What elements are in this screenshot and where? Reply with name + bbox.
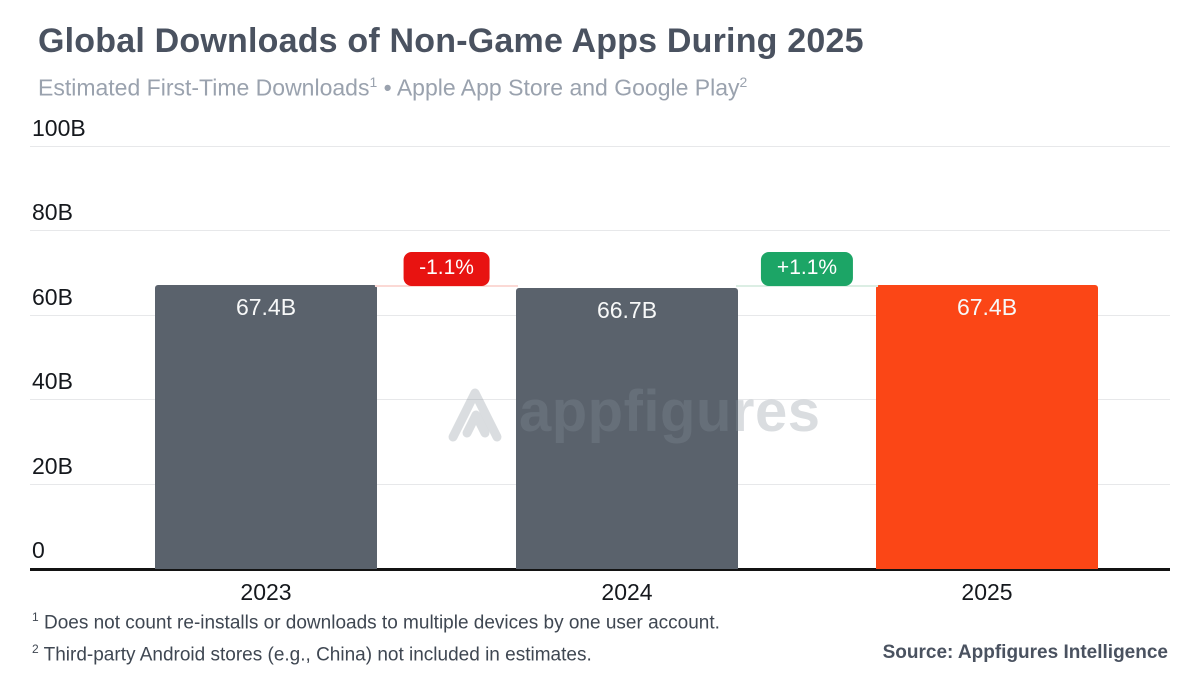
source-attribution: Source: Appfigures Intelligence [882,642,1168,663]
bar-value-label-2025: 67.4B [956,293,1018,320]
chart-subtitle: Estimated First-Time Downloads1 • Apple … [38,74,747,102]
change-badge: -1.1% [403,251,490,286]
x-axis-label-2024: 2024 [601,579,653,605]
bar-value-label-2023: 67.4B [235,293,297,320]
change-connector-line [736,284,878,287]
y-tick-label-0: 0 [32,537,45,563]
y-tick-label-20B: 20B [32,452,73,479]
gridline-80B [30,230,1170,232]
x-axis-label-2025: 2025 [961,579,1013,605]
change-connector-line [375,284,518,287]
plot-area: 0 20B 40B 60B 80B 100B 67.4B 2023 66.7B 2024 67.4B… [30,115,1170,605]
bar-2023: 67.4B [155,284,377,569]
footnote-2: 2 Third-party Android stores (e.g., Chin… [32,642,592,666]
footnote-1: 1 Does not count re-installs or download… [32,610,720,634]
x-axis-label-2023: 2023 [240,579,292,605]
subtitle-separator: • [383,74,392,101]
footnote-1-marker: 1 [32,610,39,624]
bar-2025: 67.4B [876,284,1098,569]
y-tick-label-40B: 40B [32,368,73,395]
y-tick-label-100B: 100B [32,115,86,141]
subtitle-footnote-marker-2: 2 [739,74,748,90]
subtitle-part2: Apple App Store and Google Play [396,74,740,101]
gridline-100B [30,146,1170,147]
y-tick-label-60B: 60B [32,283,73,310]
y-tick-label-80B: 80B [32,199,73,226]
footnote-1-text: Does not count re-installs or downloads … [43,612,720,634]
footnote-2-text: Third-party Android stores (e.g., China)… [43,644,592,666]
bar-value-label-2024: 66.7B [596,296,658,323]
footnote-2-marker: 2 [32,642,39,656]
page-title: Global Downloads of Non-Game Apps During… [38,22,864,60]
x-axis-line [30,568,1170,571]
subtitle-footnote-marker-1: 1 [369,74,378,90]
subtitle-part1: Estimated First-Time Downloads [38,74,370,101]
change-badge: +1.1% [760,251,854,286]
bar-2024: 66.7B [516,287,738,569]
